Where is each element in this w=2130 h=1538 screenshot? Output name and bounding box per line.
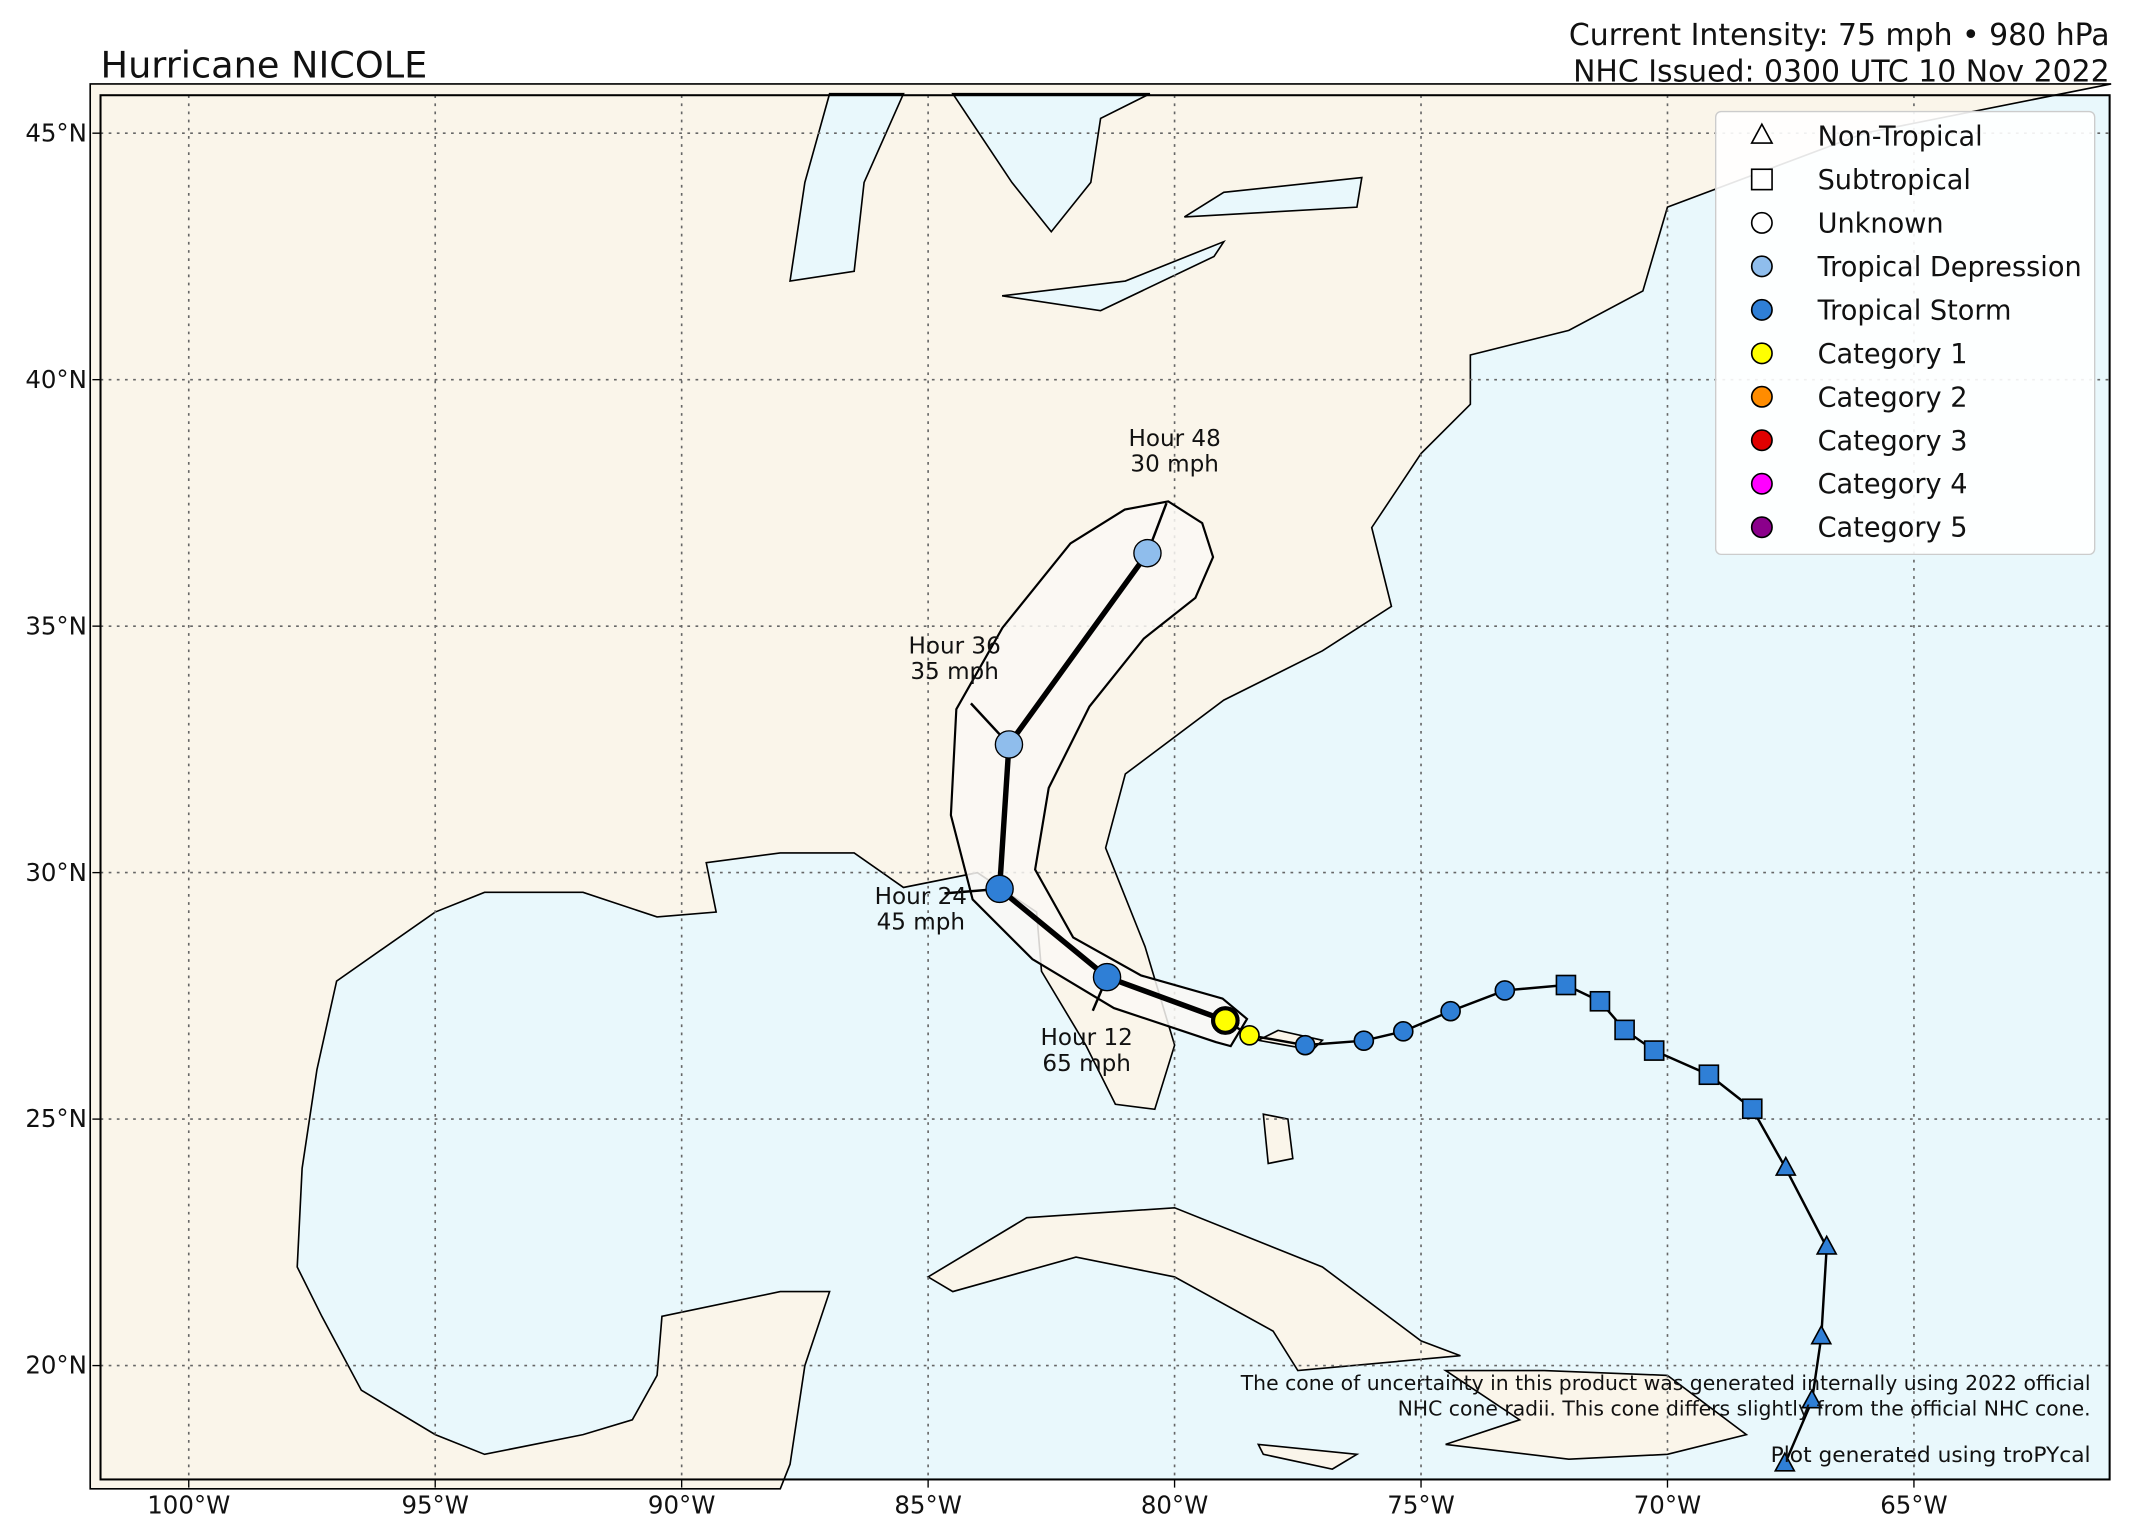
track-point xyxy=(1815,1234,1838,1255)
forecast-point xyxy=(1211,1006,1240,1035)
mainland xyxy=(89,83,2112,1490)
track-point xyxy=(1698,1064,1720,1086)
x-tick-label: 65°W xyxy=(1880,1490,1947,1519)
track-point xyxy=(1810,1324,1833,1345)
forecast-point xyxy=(994,730,1024,759)
legend-box xyxy=(1715,110,2096,556)
x-tick-label: 85°W xyxy=(894,1490,961,1519)
intensity: Current Intensity: 75 mph • 980 hPa xyxy=(1569,18,2110,53)
lake xyxy=(1183,176,1363,218)
cone-note: NHC cone radii. This cone differs slight… xyxy=(1398,1397,2091,1421)
legend-symbol xyxy=(1750,429,1773,452)
y-tick-label: 45°N xyxy=(25,118,87,147)
track-point xyxy=(1773,1451,1796,1472)
forecast-label: 45 mph xyxy=(877,910,965,936)
legend-label: Category 2 xyxy=(1818,382,1968,413)
forecast-label: 35 mph xyxy=(910,659,998,685)
track-point xyxy=(1741,1098,1763,1120)
x-tick-label: 75°W xyxy=(1387,1490,1454,1519)
land xyxy=(89,83,2112,1490)
legend-symbol xyxy=(1750,385,1773,408)
legend-symbol xyxy=(1750,122,1774,144)
y-tick-label: 20°N xyxy=(25,1351,87,1380)
forecast-point xyxy=(1133,538,1162,568)
track-point xyxy=(1353,1030,1375,1052)
x-tick-label: 100°W xyxy=(147,1490,230,1519)
legend-label: Subtropical xyxy=(1818,165,1971,196)
cone-note: The cone of uncertainty in this product … xyxy=(1240,1371,2091,1395)
x-tick-label: 80°W xyxy=(1141,1490,1208,1519)
lake xyxy=(789,92,905,283)
x-tick-label: 90°W xyxy=(648,1490,715,1519)
y-tick-label: 35°N xyxy=(25,611,87,640)
track-point xyxy=(1774,1155,1797,1176)
forecast-point xyxy=(985,874,1014,904)
forecast-label: Hour 12 xyxy=(1041,1025,1133,1051)
track-point xyxy=(1494,980,1516,1001)
track-point xyxy=(1801,1388,1823,1409)
legend: Non-Tropical Subtropical Unknown Tropical D… xyxy=(1715,110,2096,556)
forecast-label: Hour 36 xyxy=(908,633,1000,659)
x-tick-label: 70°W xyxy=(1634,1490,1701,1519)
hispaniola xyxy=(1442,1369,1749,1461)
y-tick-label: 25°N xyxy=(25,1104,87,1133)
jamaica xyxy=(1256,1443,1360,1470)
legend-label: Category 4 xyxy=(1818,469,1968,500)
legend-symbol xyxy=(1750,298,1773,321)
legend-label: Tropical Depression xyxy=(1817,252,2082,283)
lake xyxy=(1001,239,1226,312)
title: Hurricane NICOLE xyxy=(101,44,428,87)
grid xyxy=(92,95,2110,1488)
legend-symbol xyxy=(1750,342,1773,365)
legend-symbol xyxy=(1750,255,1773,278)
track-point xyxy=(1440,1000,1461,1022)
frame xyxy=(99,94,2111,1481)
track-point xyxy=(1392,1021,1414,1042)
forecast-label: 65 mph xyxy=(1042,1051,1130,1077)
track-point xyxy=(1555,974,1577,996)
track-point xyxy=(1643,1040,1665,1061)
forecast-label: Hour 24 xyxy=(875,884,967,910)
legend-label: Category 5 xyxy=(1818,513,1968,544)
legend-label: Category 1 xyxy=(1818,339,1968,370)
cuba xyxy=(926,1206,1461,1372)
credit: Plot generated using troPYcal xyxy=(1771,1443,2091,1468)
forecast-point xyxy=(1092,962,1122,992)
legend-symbol xyxy=(1750,211,1773,234)
island xyxy=(1262,1113,1294,1165)
y-tick-label: 40°N xyxy=(25,365,87,394)
legend-label: Non-Tropical xyxy=(1818,121,1983,152)
legend-label: Category 3 xyxy=(1818,426,1968,457)
track-point xyxy=(1614,1019,1635,1041)
x-tick-label: 95°W xyxy=(401,1490,468,1519)
track-point xyxy=(1589,990,1611,1012)
tracks xyxy=(944,502,1838,1472)
lake xyxy=(951,92,1151,234)
track-point xyxy=(1239,1024,1260,1046)
legend-symbol xyxy=(1750,168,1773,191)
legend-symbol xyxy=(1750,472,1773,495)
y-tick-label: 30°N xyxy=(25,858,87,887)
legend-label: Unknown xyxy=(1818,208,1944,239)
forecast-label: Hour 48 xyxy=(1128,426,1220,452)
track-point xyxy=(1294,1034,1316,1056)
legend-symbol xyxy=(1750,516,1773,539)
legend-label: Tropical Storm xyxy=(1817,295,2012,326)
forecast-label: 30 mph xyxy=(1130,452,1218,478)
